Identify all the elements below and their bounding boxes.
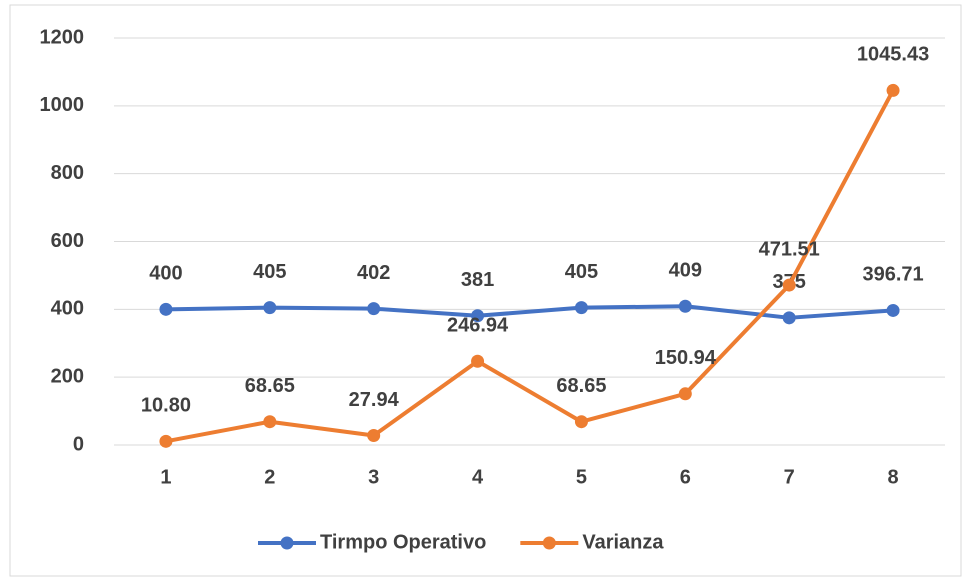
y-tick-label: 800 [51,162,84,184]
point [886,83,900,97]
legend-marker [280,536,294,550]
x-tick-label: 2 [264,466,275,488]
x-tick-label: 6 [680,466,691,488]
chart-border [9,4,962,577]
point [367,429,381,443]
data-label: 402 [357,262,390,284]
data-label: 1045.43 [857,44,929,66]
point [471,309,485,323]
point [782,278,796,292]
legend-marker [542,536,556,550]
series-line [165,89,895,444]
point [886,303,900,317]
legend-label: Tirmpo Operativo [320,531,486,553]
point [678,299,692,313]
x-tick-label: 3 [368,466,379,488]
x-tick-label: 8 [888,466,899,488]
point [678,387,692,401]
y-tick-label: 200 [51,365,84,387]
data-label: 150.94 [655,347,717,369]
y-tick-label: 1200 [40,26,85,48]
data-label: 27.94 [349,389,400,411]
data-label: 246.94 [447,315,509,337]
data-label: 68.65 [556,375,606,397]
data-label: 400 [149,263,182,285]
x-tick-label: 1 [160,466,171,488]
data-label: 396.71 [862,264,923,286]
point [574,415,588,429]
y-tick-label: 1000 [40,94,85,116]
y-tick-label: 400 [51,298,84,320]
data-label: 471.51 [759,238,820,260]
point [263,301,277,315]
y-tick-label: 600 [51,230,84,252]
x-tick-label: 7 [784,466,795,488]
data-label: 381 [461,269,494,291]
point [782,311,796,325]
point [574,301,588,315]
data-label: 409 [669,260,702,282]
data-label: 68.65 [245,375,295,397]
data-label: 10.80 [141,395,191,417]
point [159,302,173,316]
series-line [165,304,894,320]
legend-label: Varianza [582,531,664,553]
y-tick-label: 0 [73,433,84,455]
point [263,415,277,429]
point [159,434,173,448]
point [471,354,485,368]
data-label: 405 [565,261,598,283]
x-tick-label: 4 [472,466,484,488]
x-tick-label: 5 [576,466,587,488]
data-label: 405 [253,261,286,283]
point [367,302,381,316]
